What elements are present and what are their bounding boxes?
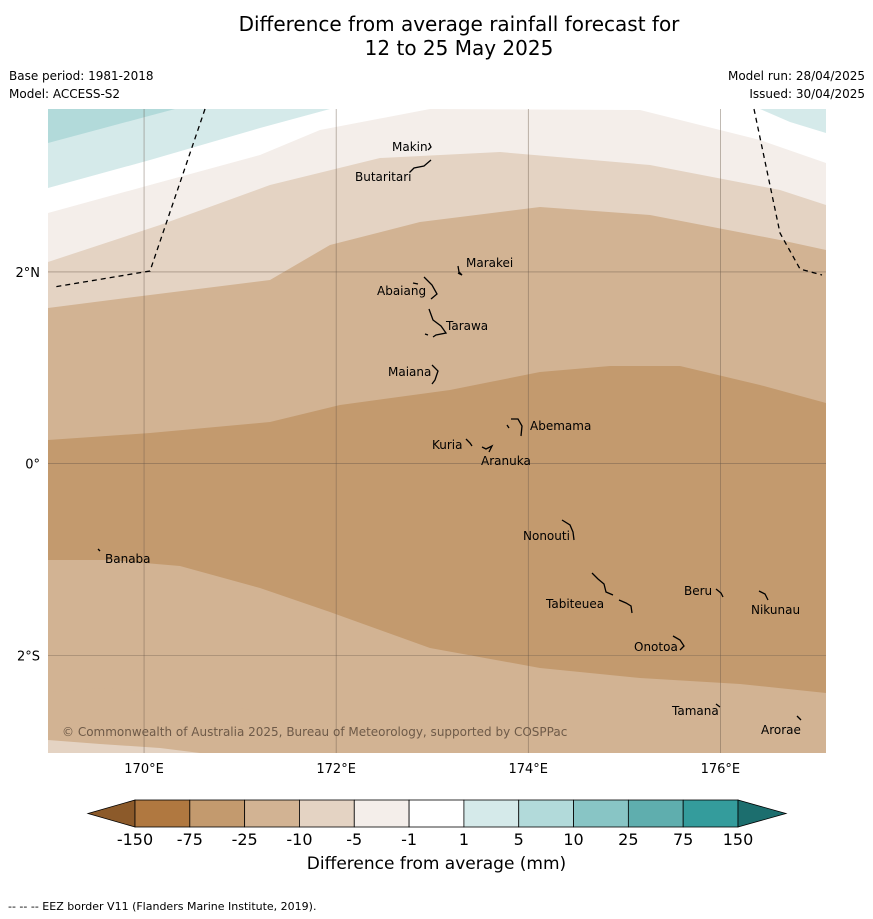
eez-border — [53, 108, 823, 288]
island-label: Makin — [392, 140, 428, 154]
colorbar-bin — [353, 799, 410, 828]
rainfall-bands — [48, 109, 826, 753]
colorbar-tick-label: 5 — [514, 830, 524, 849]
colorbar-swatches — [86, 799, 788, 828]
colorbar-bin — [518, 799, 574, 828]
longitude-labels: 170°E 172°E 174°E 176°E — [124, 762, 740, 777]
tarawa-outline — [424, 308, 448, 338]
colorbar-tick-label: 150 — [723, 830, 754, 849]
graticule — [48, 109, 826, 753]
island-label: Nikunau — [751, 603, 800, 617]
lon-tick-label: 176°E — [701, 762, 741, 777]
colorbar-tick-label: -10 — [286, 830, 312, 849]
island-label: Beru — [684, 584, 712, 598]
colorbar-tick-labels: -150 -75 -25 -10 -5 -1 1 5 10 25 75 150 — [117, 830, 753, 849]
latitude-labels: 2°N 0° 2°S — [16, 266, 41, 664]
makin-outline — [427, 142, 432, 151]
colorbar-title: Difference from average (mm) — [306, 854, 567, 874]
beru-outline — [715, 588, 724, 598]
island-label: Tarawa — [445, 319, 488, 333]
issued-text: Issued: 30/04/2025 — [749, 87, 865, 101]
model-text: Model: ACCESS-S2 — [9, 87, 121, 101]
colorbar-tick-label: 75 — [673, 830, 693, 849]
nonouti-outline — [561, 519, 575, 541]
island-labels: Makin Butaritari Marakei Abaiang Tarawa Maian… — [105, 140, 801, 737]
map-title: Difference from average rainfall forecas… — [238, 12, 680, 60]
colorbar-extend-low — [86, 799, 136, 828]
band-neg1-pos1 — [48, 109, 826, 213]
nikunau-outline — [758, 590, 769, 601]
lon-tick-label: 170°E — [124, 762, 164, 777]
eez-border-west — [53, 108, 206, 288]
colorbar-bin — [573, 799, 629, 828]
colorbar-bin — [682, 799, 739, 828]
meta-left: Base period: 1981-2018 Model: ACCESS-S2 — [9, 67, 154, 103]
island-label: Nonouti — [523, 529, 570, 543]
band-pos1-pos5-east — [760, 109, 826, 133]
colorbar-tick-label: -5 — [346, 830, 362, 849]
maiana-outline — [431, 364, 439, 385]
lon-tick-label: 172°E — [316, 762, 356, 777]
colorbar-tick-label: -1 — [401, 830, 417, 849]
island-label: Arorae — [761, 723, 801, 737]
colorbar-bin — [244, 799, 300, 828]
island-label: Tabiteuea — [545, 597, 604, 611]
island-label: Tamana — [671, 704, 719, 718]
colorbar-tick-label: 10 — [563, 830, 583, 849]
colorbar-bin — [627, 799, 684, 828]
colorbar-bin — [299, 799, 355, 828]
model-run-text: Model run: 28/04/2025 — [727, 69, 865, 83]
island-label: Aranuka — [481, 454, 531, 468]
colorbar-bin — [463, 799, 520, 828]
island-label: Onotoa — [634, 640, 678, 654]
tabiteuea-outline — [591, 572, 633, 614]
island-label: Abemama — [530, 419, 591, 433]
colorbar-bin — [134, 799, 191, 828]
island-label: Butaritari — [355, 170, 412, 184]
map-panel: Makin Butaritari Marakei Abaiang Tarawa Maian… — [16, 108, 826, 777]
colorbar-tick-label: -25 — [232, 830, 258, 849]
base-period-text: Base period: 1981-2018 — [9, 69, 154, 83]
meta-right: Model run: 28/04/2025 Issued: 30/04/2025 — [728, 67, 865, 103]
abemama-outline — [506, 418, 523, 437]
lat-tick-label: 2°N — [16, 266, 41, 281]
copyright-text: © Commonwealth of Australia 2025, Bureau… — [62, 725, 567, 739]
island-label: Marakei — [466, 256, 513, 270]
island-label: Abaiang — [377, 284, 426, 298]
island-label: Banaba — [105, 552, 151, 566]
lat-tick-label: 0° — [25, 458, 40, 473]
aranuka-outline — [481, 444, 494, 453]
arorae-outline — [796, 715, 802, 721]
band-pos1-pos5 — [48, 109, 330, 188]
colorbar-extend-high — [737, 799, 788, 828]
island-label: Maiana — [388, 365, 431, 379]
lat-tick-label: 2°S — [17, 649, 40, 664]
band-pos5-pos10 — [48, 109, 175, 143]
band-neg5-neg10-south — [48, 740, 200, 753]
colorbar-tick-label: -75 — [177, 830, 203, 849]
band-neg10-neg25-south — [48, 688, 340, 753]
colorbar-tick-label: 25 — [618, 830, 638, 849]
colorbar-bin — [189, 799, 246, 828]
tamana-outline — [715, 703, 721, 708]
lon-tick-label: 174°E — [508, 762, 548, 777]
colorbar-bin — [408, 799, 465, 828]
banaba-outline — [97, 548, 101, 552]
island-outlines — [97, 142, 802, 721]
marakei-outline — [457, 265, 463, 276]
colorbar-tick-label: -150 — [117, 830, 153, 849]
eez-footnote: -- -- -- EEZ border V11 (Flanders Marine… — [8, 900, 317, 913]
onotoa-outline — [672, 635, 685, 651]
colorbar-tick-label: 1 — [459, 830, 469, 849]
kuria-outline — [465, 438, 473, 447]
eez-border-east — [753, 108, 823, 276]
island-label: Kuria — [432, 438, 463, 452]
butaritari-outline — [409, 159, 432, 173]
abaiang-outline — [412, 276, 438, 300]
